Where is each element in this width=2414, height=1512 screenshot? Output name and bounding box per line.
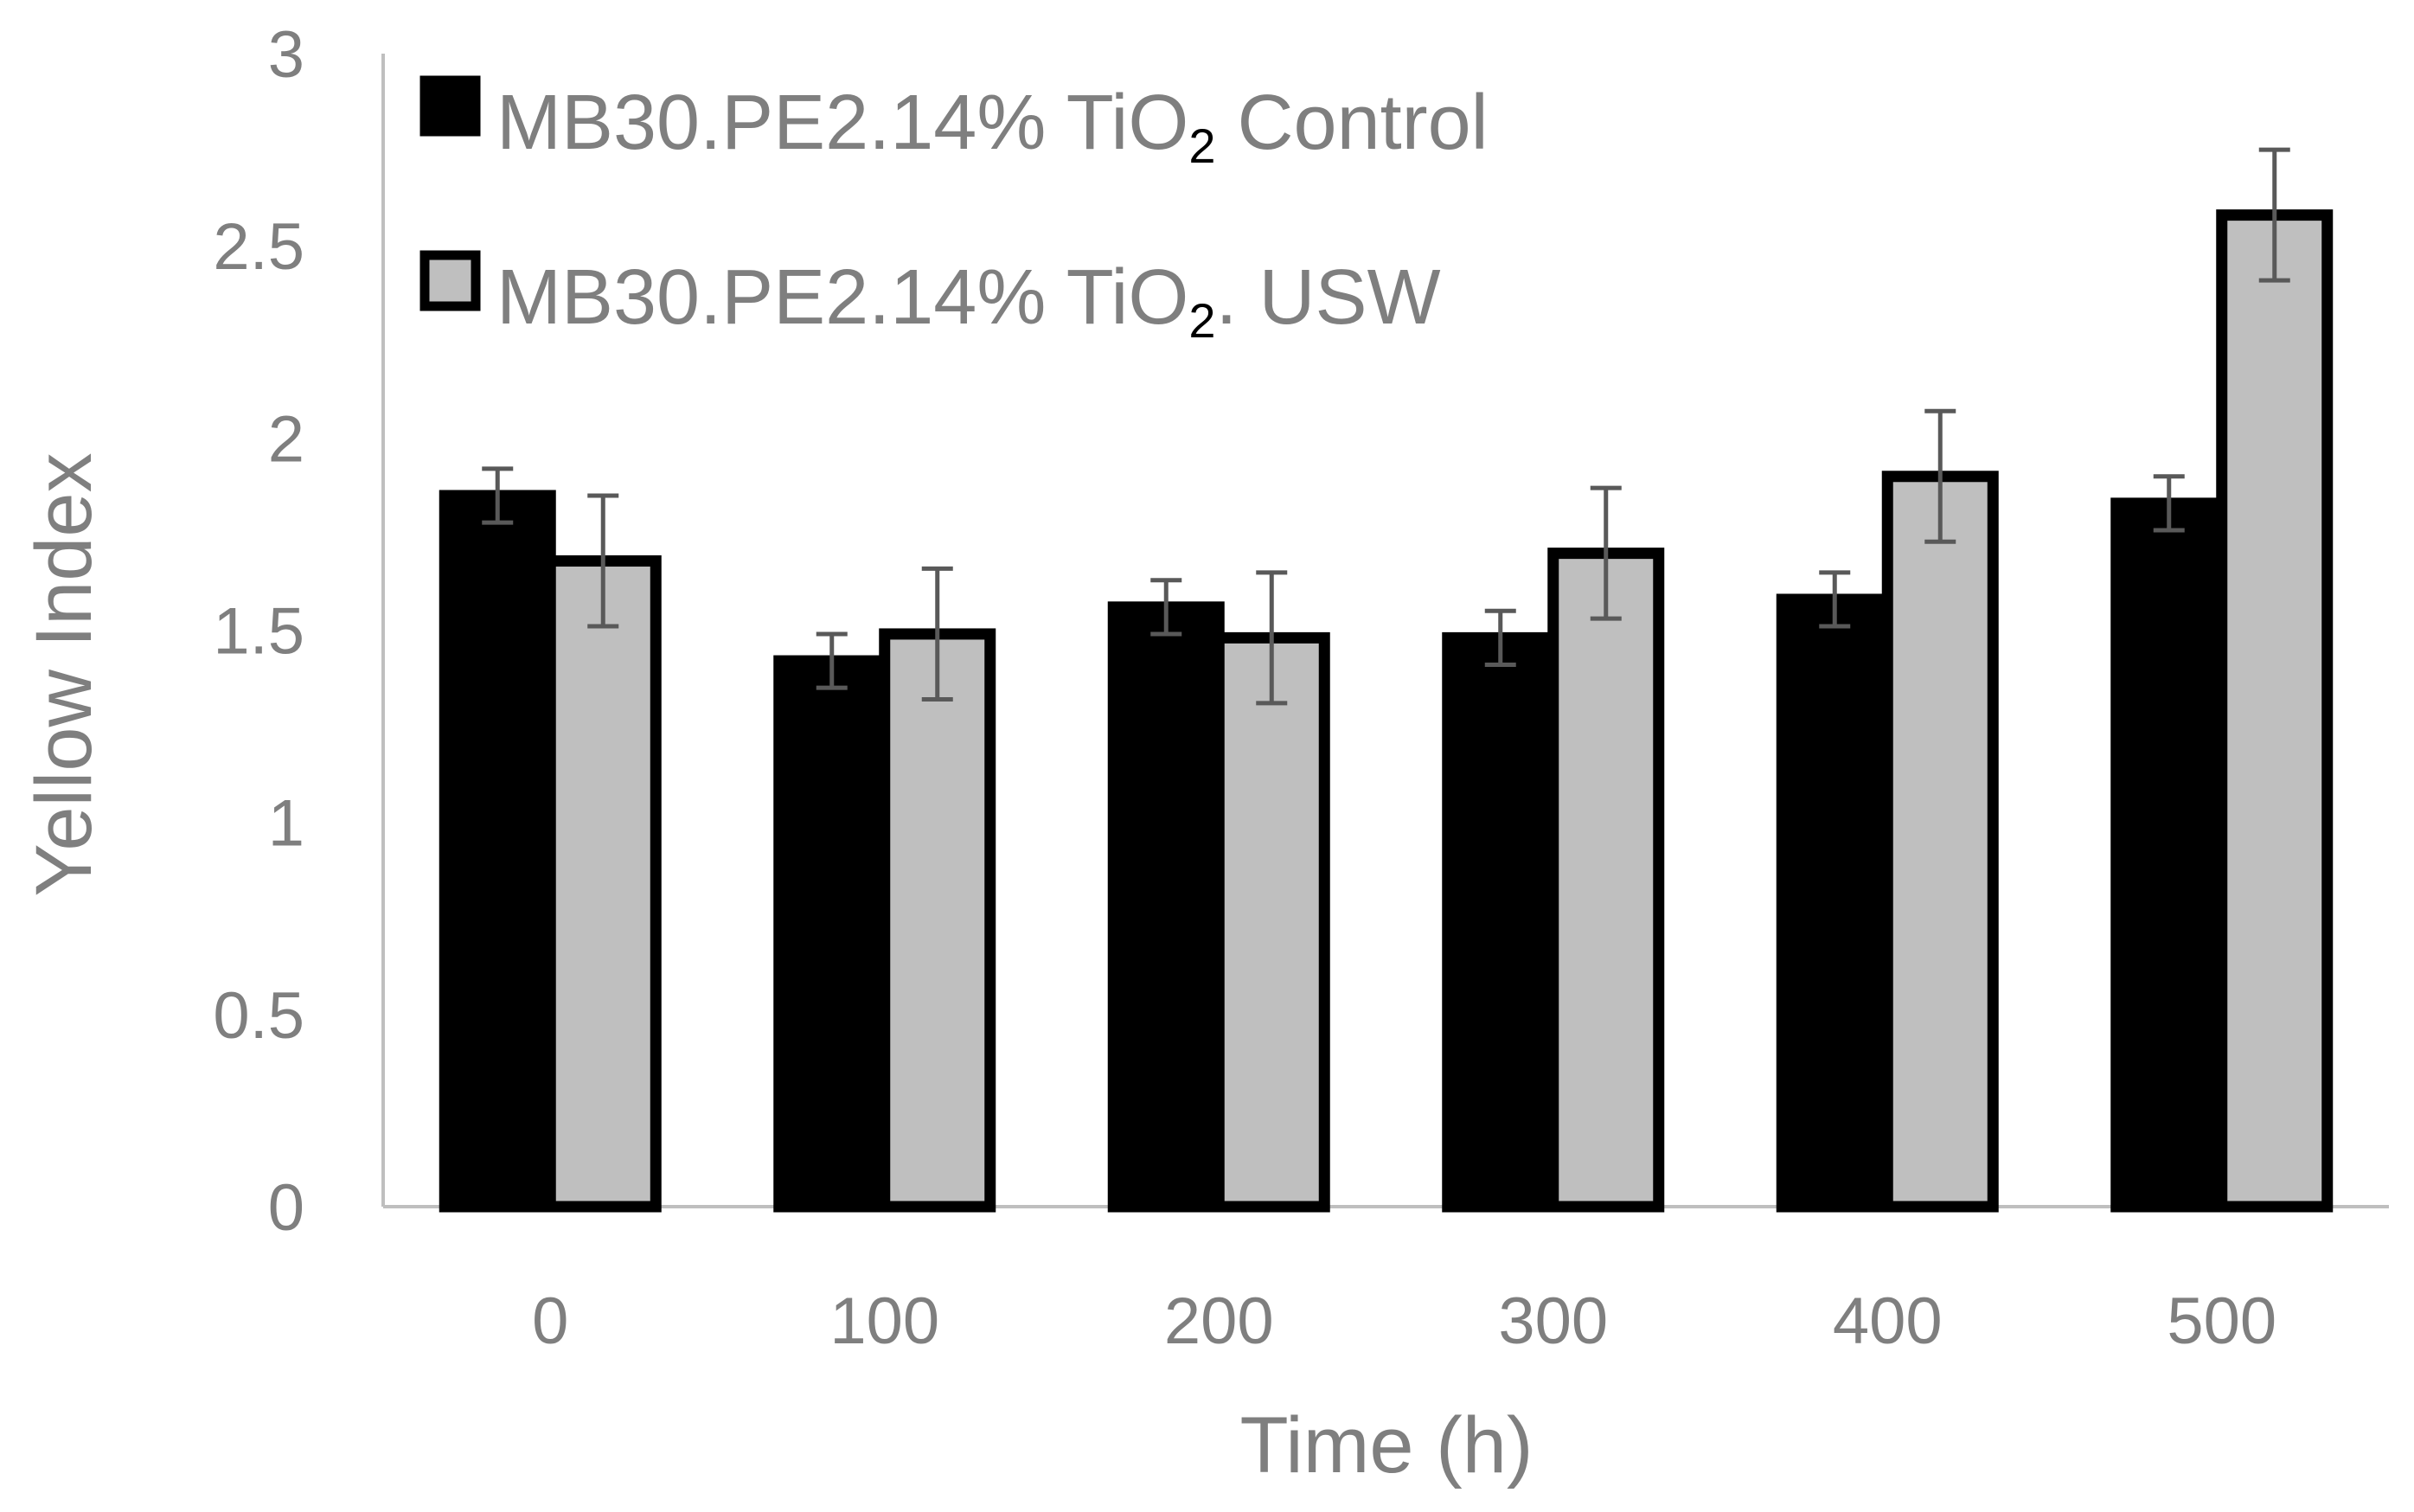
bar-series-1-0 [439,490,556,1213]
legend-swatch [419,250,481,311]
legend: MB30.PE2.14% TiO2 Control MB30.PE2.14% Ti… [419,75,1489,348]
error-bar-series-1-200 [1150,578,1182,637]
bar-series-2-400 [1881,471,1999,1213]
bar-series-1-500 [2110,497,2228,1213]
bar-series-2-200 [1213,631,1330,1213]
y-axis-title: Yellow Index [20,452,108,896]
bar-series-1-200 [1107,601,1225,1213]
y-tick-label: 2 [268,402,304,476]
bar-series-2-0 [544,555,662,1213]
error-bar-series-2-100 [921,566,953,702]
error-bar-series-1-0 [482,466,514,525]
error-bar-series-2-0 [587,493,619,629]
x-tick-label: 300 [1498,1285,1608,1358]
legend-entry-1: MB30.PE2.14% TiO2 Control [419,75,1489,173]
error-bar-series-1-300 [1484,608,1516,667]
error-bar-series-1-500 [2153,474,2185,533]
bar-series-1-100 [773,655,891,1213]
error-bar-series-2-400 [1924,408,1956,544]
bar-series-2-500 [2216,209,2334,1213]
x-tick-label: 200 [1164,1285,1274,1358]
legend-entry-2: MB30.PE2.14% TiO2. USW [419,250,1441,348]
error-bars-layer [482,147,2290,706]
x-tick-label: 500 [2167,1285,2276,1358]
error-bar-series-2-300 [1590,485,1622,621]
x-axis-title: Time (h) [1239,1401,1533,1490]
bar-series-1-400 [1776,593,1893,1213]
bar-series-1-300 [1442,631,1559,1213]
x-tick-label: 0 [532,1285,568,1358]
error-bar-series-1-400 [1819,570,1851,629]
legend-label: MB30.PE2.14% TiO2 Control [496,80,1489,173]
y-tick-label: 1 [268,787,304,861]
bar-series-2-100 [879,628,996,1213]
bar-series-2-300 [1547,548,1665,1213]
legend-label: MB30.PE2.14% TiO2. USW [496,254,1441,348]
axes-layer [381,54,2389,1208]
labels-layer: 0 0.5 1 1.5 2 2.5 3 Yellow Index Time (h) 0 100 200… [20,18,2276,1490]
bars-layer [439,209,2334,1213]
y-tick-label: 0 [268,1171,304,1245]
y-tick-label: 2.5 [213,210,304,284]
y-tick-label: 1.5 [213,595,304,669]
x-tick-label: 400 [1833,1285,1943,1358]
x-tick-label: 100 [829,1285,939,1358]
y-tick-label: 3 [268,18,304,92]
error-bar-series-1-100 [816,631,848,690]
legend-swatch [419,75,481,137]
y-tick-label: 0.5 [213,979,304,1053]
error-bar-series-2-200 [1256,570,1288,706]
error-bar-series-2-500 [2258,147,2290,283]
